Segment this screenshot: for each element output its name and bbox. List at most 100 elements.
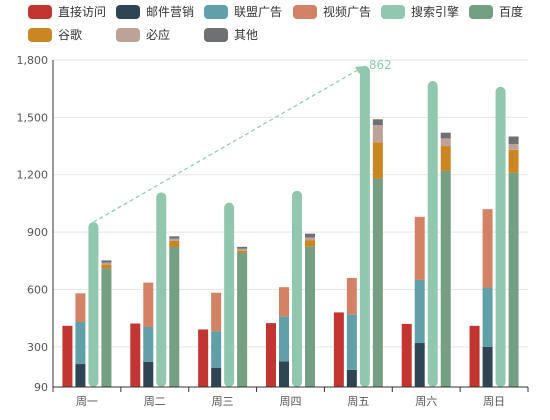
bar-series-4-2 xyxy=(143,282,154,327)
bar-series-3-1 xyxy=(75,321,86,365)
bar-series-4-7 xyxy=(482,209,493,288)
bar-series-5-3 xyxy=(224,202,235,387)
legend-label-1: 直接访问 xyxy=(58,4,106,19)
bar-series-9-1 xyxy=(101,260,112,263)
bar-series-6-1 xyxy=(101,268,112,387)
x-tick-label: 周日 xyxy=(483,395,505,408)
legend-label-8: 必应 xyxy=(146,27,170,42)
bar-series-4-4 xyxy=(279,287,289,317)
bar-series-4-5 xyxy=(346,278,357,315)
bar-series-2-1 xyxy=(75,364,86,387)
bar-series-2-7 xyxy=(482,346,493,387)
legend-swatch-9 xyxy=(204,28,228,42)
bar-series-7-6 xyxy=(440,146,451,171)
bar-series-9-6 xyxy=(440,132,451,139)
bar-series-9-5 xyxy=(372,119,383,126)
bar-series-1-6 xyxy=(401,323,412,387)
bar-series-8-6 xyxy=(440,138,451,147)
y-tick-label: 1,800 xyxy=(17,54,49,67)
bar-series-9-3 xyxy=(237,246,248,249)
bar-series-4-1 xyxy=(75,293,86,322)
bar-series-6-6 xyxy=(440,170,451,387)
bar-series-4-3 xyxy=(211,292,222,332)
bar-series-6-4 xyxy=(305,246,315,387)
bar-series-8-4 xyxy=(305,237,315,241)
bar-series-5-6 xyxy=(427,81,438,387)
bar-series-5-2 xyxy=(156,192,167,387)
bar-series-2-5 xyxy=(346,369,357,387)
bar-series-8-1 xyxy=(101,262,112,265)
bar-series-7-5 xyxy=(372,142,383,179)
legend-label-2: 邮件营销 xyxy=(146,5,194,19)
bar-series-5-1 xyxy=(88,222,99,387)
legend-label-9: 其他 xyxy=(234,28,258,42)
y-tick-label: 300 xyxy=(27,341,48,354)
x-tick-label: 周四 xyxy=(280,395,302,408)
bar-series-9-7 xyxy=(508,136,519,145)
bar-series-8-7 xyxy=(508,144,519,150)
y-tick-label: 900 xyxy=(27,226,48,239)
bar-series-3-2 xyxy=(143,326,154,362)
bar-series-1-4 xyxy=(266,323,276,387)
bar-series-7-4 xyxy=(305,240,315,247)
x-tick-label: 周六 xyxy=(415,395,437,408)
bar-series-6-2 xyxy=(169,247,180,387)
bar-series-1-1 xyxy=(62,325,73,387)
bar-series-1-7 xyxy=(469,325,480,387)
x-tick-label: 周二 xyxy=(144,395,166,408)
bar-series-2-3 xyxy=(211,367,222,387)
y-tick-label: 1,500 xyxy=(17,111,49,124)
bar-series-2-4 xyxy=(279,361,289,387)
y-tick-label: 1,200 xyxy=(17,169,49,182)
bar-series-8-5 xyxy=(372,125,383,143)
bar-series-6-3 xyxy=(237,252,248,387)
bar-series-6-7 xyxy=(508,172,519,387)
legend-swatch-3 xyxy=(204,5,228,19)
bar-series-4-6 xyxy=(414,216,425,280)
bar-series-1-2 xyxy=(130,323,141,387)
legend-swatch-8 xyxy=(116,28,140,42)
legend-label-5: 搜索引擎 xyxy=(411,4,459,19)
bar-series-8-3 xyxy=(237,248,248,251)
bar-series-3-5 xyxy=(346,314,357,370)
bar-series-5-7 xyxy=(495,86,506,388)
legend-label-4: 视频广告 xyxy=(323,4,371,19)
bar-series-7-3 xyxy=(237,250,248,253)
bar-series-7-7 xyxy=(508,149,519,173)
x-tick-label: 周一 xyxy=(76,395,98,408)
bar-series-8-2 xyxy=(169,238,180,241)
bar-series-3-4 xyxy=(279,316,289,362)
legend-swatch-5 xyxy=(381,5,405,19)
bar-series-1-3 xyxy=(198,329,209,387)
legend-swatch-4 xyxy=(293,5,317,19)
legend-label-6: 百度 xyxy=(499,4,523,19)
bar-series-7-2 xyxy=(169,240,180,248)
bar-series-1-5 xyxy=(333,312,344,387)
bar-series-2-2 xyxy=(143,361,154,387)
legend-swatch-1 xyxy=(28,5,52,19)
bar-series-9-2 xyxy=(169,236,180,239)
bar-series-3-6 xyxy=(414,279,425,344)
legend-swatch-6 xyxy=(469,5,493,19)
bar-series-2-6 xyxy=(414,343,425,387)
bar-series-5-4 xyxy=(292,190,302,387)
legend-label-7: 谷歌 xyxy=(58,27,82,42)
legend-label-3: 联盟广告 xyxy=(234,5,282,19)
bar-series-3-3 xyxy=(211,331,222,368)
bar-series-3-7 xyxy=(482,287,493,347)
x-tick-label: 周五 xyxy=(347,395,369,408)
y-tick-label: 600 xyxy=(27,283,48,296)
x-tick-label: 周三 xyxy=(212,395,234,408)
y-tick-label: 90 xyxy=(34,381,48,394)
bar-series-5-5 xyxy=(359,65,370,387)
legend-swatch-2 xyxy=(116,5,140,19)
annotation-label: 862 xyxy=(369,58,392,72)
bar-series-7-1 xyxy=(101,264,112,269)
annotation-arrow-head xyxy=(355,65,365,74)
bar-series-9-4 xyxy=(305,233,315,238)
bar-series-6-5 xyxy=(372,178,383,387)
annotation-arrow-line xyxy=(93,65,366,223)
legend-swatch-7 xyxy=(28,28,52,42)
